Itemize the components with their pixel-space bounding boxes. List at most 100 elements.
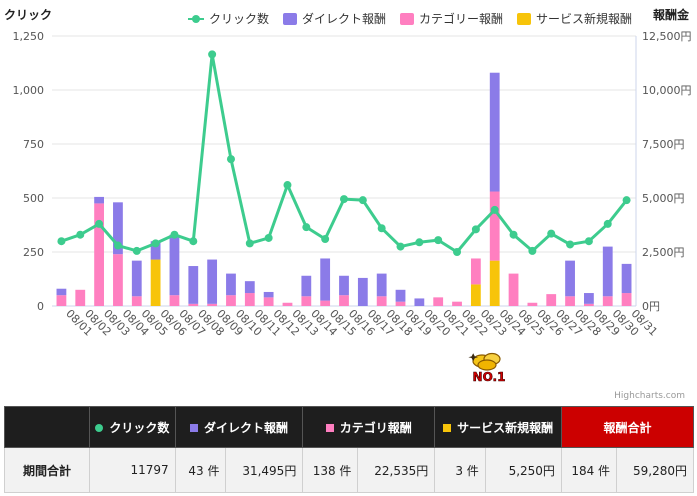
legend-item-category[interactable]: カテゴリー報酬 — [400, 10, 503, 27]
cell-clicks: 11797 — [89, 447, 176, 493]
click-point — [245, 239, 254, 248]
line-marker-icon — [188, 14, 204, 24]
chart-area: クリック 報酬金 クリック数 ダイレクト報酬 カテゴリー報酬 サービス新規報酬 … — [4, 8, 692, 401]
click-point — [471, 225, 480, 234]
click-point — [264, 233, 273, 242]
left-axis-title: クリック — [4, 8, 53, 22]
click-point — [113, 241, 122, 250]
bar-category — [470, 258, 481, 285]
bar-category — [602, 296, 613, 306]
legend-item-service[interactable]: サービス新規報酬 — [517, 10, 632, 27]
click-point — [566, 240, 575, 249]
click-point — [302, 223, 311, 232]
cell-direct-amount: 31,495円 — [225, 447, 304, 493]
bar-category — [452, 301, 462, 306]
cell-direct-count: 43 件 — [174, 447, 227, 493]
click-point — [377, 224, 386, 233]
bar-category — [546, 294, 557, 306]
green-dot-icon — [95, 424, 104, 432]
left-tick-label: 1,000 — [13, 84, 45, 97]
chart-legend: クリック数 ダイレクト報酬 カテゴリー報酬 サービス新規報酬 — [188, 10, 632, 27]
combo-chart-svg: 0 0円 250 2,500円 500 5,000円 750 7,500円 1,000 10,00… — [13, 30, 692, 339]
bar-category — [565, 296, 575, 306]
bar-category — [621, 293, 632, 306]
bar-direct — [414, 298, 425, 306]
legend-label-category: カテゴリー報酬 — [419, 12, 504, 26]
bar-direct — [131, 260, 142, 297]
bar-direct — [357, 277, 368, 306]
legend-item-direct[interactable]: ダイレクト報酬 — [283, 10, 386, 27]
bar-direct — [395, 289, 406, 302]
cell-category-amount: 22,535円 — [357, 447, 436, 493]
click-point — [358, 196, 367, 205]
cell-service-count: 3 件 — [434, 447, 486, 493]
click-point — [132, 246, 141, 255]
click-point — [170, 230, 179, 239]
bar-category — [263, 297, 274, 306]
click-point — [283, 181, 292, 190]
click-point — [57, 237, 66, 246]
bar-direct — [376, 273, 387, 297]
click-point — [321, 235, 330, 244]
cell-category-count: 138 件 — [302, 447, 359, 493]
bar-category — [320, 300, 331, 306]
legend-item-clicks[interactable]: クリック数 — [188, 10, 269, 27]
header-clicks-label: クリック数 — [109, 420, 170, 435]
bar-category — [282, 302, 293, 306]
click-point — [509, 230, 518, 239]
bar-direct — [339, 275, 349, 296]
bar-category — [508, 273, 519, 306]
header-service-label: サービス新規報酬 — [457, 420, 554, 435]
chart-credits[interactable]: Highcharts.com — [614, 391, 685, 401]
click-point — [434, 236, 443, 245]
bar-service — [489, 260, 500, 306]
bar-category — [584, 303, 594, 306]
summary-table: クリック数 ダイレクト報酬 カテゴリ報酬 サービス新規報酬 報酬合計 期間合計 … — [3, 406, 695, 493]
click-point — [76, 230, 85, 239]
bar-category — [376, 296, 387, 306]
bar-direct — [489, 72, 500, 192]
left-tick-label: 750 — [23, 138, 44, 151]
right-tick-label: 0円 — [642, 300, 660, 313]
purple-square-icon — [283, 12, 298, 25]
header-total: 報酬合計 — [560, 406, 695, 448]
yellow-square-icon — [517, 12, 532, 25]
click-point — [340, 195, 348, 204]
pink-square-icon — [400, 12, 415, 25]
legend-label-clicks: クリック数 — [209, 12, 270, 26]
bar-service — [150, 259, 161, 306]
header-direct: ダイレクト報酬 — [174, 406, 304, 448]
bar-direct — [301, 275, 312, 297]
pink-square-icon — [325, 424, 334, 432]
right-tick-label: 5,000円 — [642, 192, 685, 205]
right-tick-label: 2,500円 — [642, 246, 685, 259]
click-point — [415, 238, 424, 247]
bar-category — [339, 295, 349, 306]
summary-header-row: クリック数 ダイレクト報酬 カテゴリ報酬 サービス新規報酬 報酬合計 — [3, 406, 695, 448]
right-tick-label: 7,500円 — [642, 138, 685, 151]
bar-category — [301, 296, 312, 306]
click-point — [528, 246, 537, 255]
click-point — [490, 205, 499, 214]
right-tick-label: 10,000円 — [642, 84, 692, 97]
click-point — [208, 50, 217, 59]
bar-direct — [113, 202, 123, 255]
bar-category — [244, 293, 255, 306]
header-direct-label: ダイレクト報酬 — [204, 420, 289, 435]
bar-category — [188, 303, 199, 306]
bar-category — [131, 296, 142, 306]
header-service: サービス新規報酬 — [434, 406, 562, 448]
bar-category — [56, 295, 67, 306]
cell-service-amount: 5,250円 — [484, 447, 562, 493]
bar-category — [94, 203, 104, 306]
right-axis-title: 報酬金 — [652, 8, 689, 22]
bar-service — [470, 284, 481, 306]
header-category: カテゴリ報酬 — [302, 406, 436, 448]
no1-badge-icon: NO.1 — [468, 352, 506, 384]
click-point — [151, 239, 160, 248]
bar-category — [169, 295, 180, 306]
bar-category — [75, 289, 86, 306]
bar-category — [433, 297, 444, 306]
left-tick-label: 250 — [23, 246, 44, 259]
click-point — [547, 229, 556, 238]
